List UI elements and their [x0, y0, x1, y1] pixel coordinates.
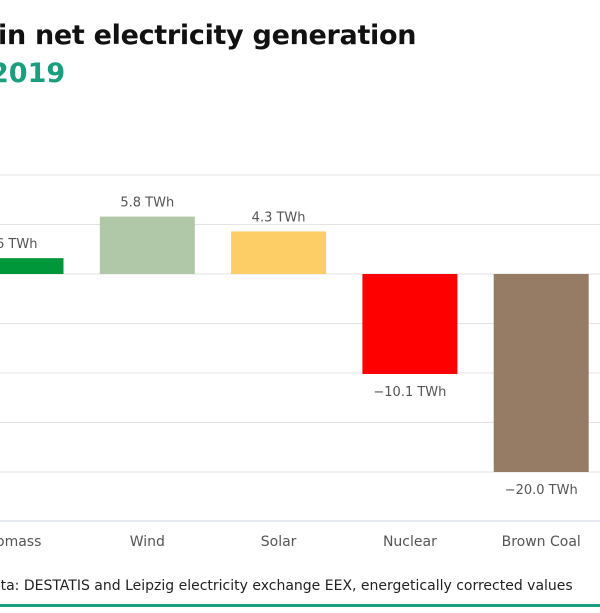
data-label: 6 TWh — [0, 237, 37, 252]
bar-brown-coal — [493, 274, 589, 472]
data-label: −20.0 TWh — [505, 483, 578, 498]
data-label: −10.1 TWh — [373, 385, 446, 400]
bar-biomass — [0, 258, 64, 274]
bar-nuclear — [362, 274, 458, 374]
data-label: 4.3 TWh — [252, 210, 306, 225]
accent-rule — [0, 604, 600, 607]
category-label: omass — [0, 534, 41, 550]
category-label: Nuclear — [383, 534, 437, 550]
chart-title: in net electricity generation — [0, 20, 417, 51]
data-label: 5.8 TWh — [120, 196, 174, 211]
chart-subtitle: 2019 — [0, 58, 66, 89]
bar-wind — [99, 216, 195, 274]
category-label: Solar — [261, 534, 297, 550]
source-note: ata: DESTATIS and Leipzig electricity ex… — [0, 578, 573, 594]
category-label: Wind — [130, 534, 165, 550]
category-label: Brown Coal — [502, 534, 581, 550]
bar-solar — [231, 231, 327, 274]
